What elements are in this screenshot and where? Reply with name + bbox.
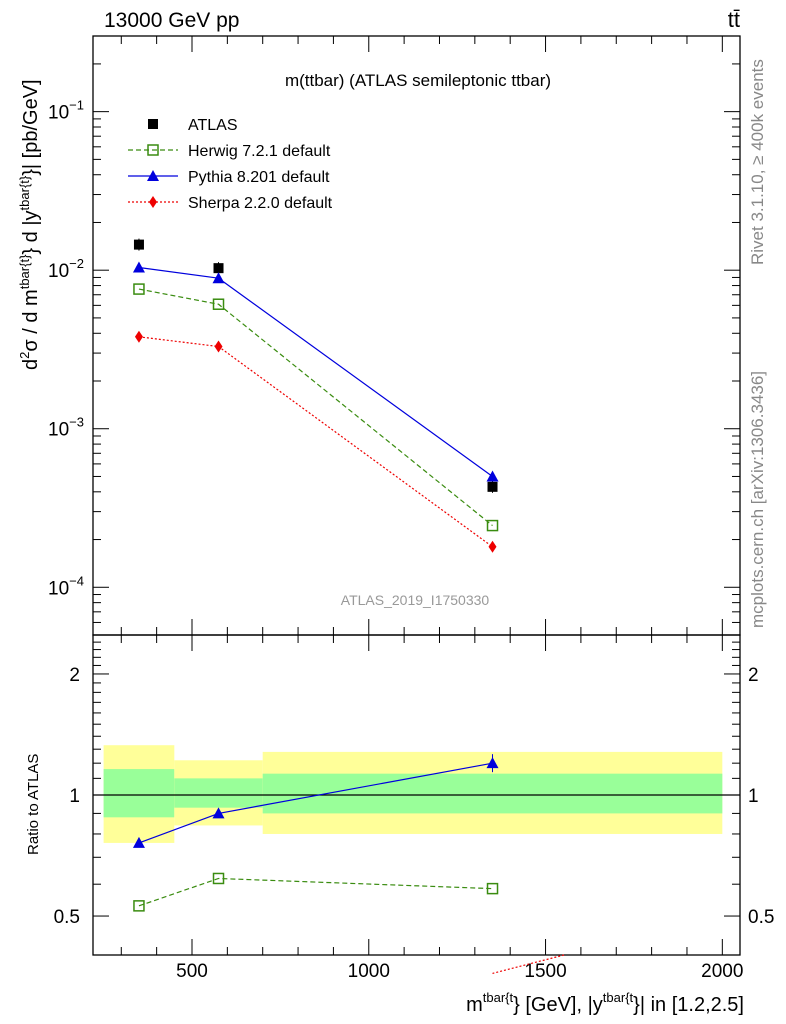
legend-marker-pythia bbox=[147, 170, 159, 181]
main-y-axis-label: d2σ / d mtbar{t}} d |ytbar{t}}| [pb/GeV] bbox=[17, 79, 42, 370]
pythia-point bbox=[132, 261, 145, 273]
chart-title: m(ttbar) (ATLAS semileptonic ttbar) bbox=[285, 71, 551, 90]
legend-marker-herwig bbox=[147, 144, 159, 156]
sherpa-series-line bbox=[138, 336, 493, 548]
pythia-point bbox=[486, 470, 499, 482]
legend-marker-atlas bbox=[148, 119, 158, 129]
herwig-ratio-point bbox=[486, 882, 499, 895]
plot-marks bbox=[132, 238, 565, 974]
rivet-version-label: Rivet 3.1.10, ≥ 400k events bbox=[748, 59, 767, 265]
y-tick-label: 10−2 bbox=[48, 256, 84, 282]
x-tick-label: 1500 bbox=[524, 961, 566, 982]
atlas-point bbox=[133, 239, 144, 250]
analysis-id: ATLAS_2019_I1750330 bbox=[341, 592, 490, 608]
x-axis-label: mtbar{t} [GeV], |ytbar{t}| in [1.2,2.5] bbox=[466, 990, 744, 1016]
y-tick-label: 10−1 bbox=[48, 98, 84, 124]
sherpa-point bbox=[214, 340, 223, 353]
pythia-ratio-point bbox=[212, 807, 225, 819]
legend: ATLAS Herwig 7.2.1 default Pythia 8.201 de… bbox=[128, 117, 333, 212]
ratio-y-tick-label-right: 2 bbox=[748, 665, 759, 686]
atlas-point bbox=[213, 263, 224, 274]
herwig-point bbox=[212, 298, 225, 310]
ratio-y-tick-label-right: 1 bbox=[748, 786, 759, 807]
x-tick-label: 2000 bbox=[701, 961, 743, 982]
pythia-point bbox=[212, 272, 225, 284]
ratio-panel bbox=[92, 634, 741, 956]
pythia-ratio-point bbox=[132, 836, 145, 848]
legend-label-herwig: Herwig 7.2.1 default bbox=[188, 143, 331, 160]
herwig-ratio-line bbox=[138, 877, 493, 907]
pythia-series-line bbox=[138, 266, 493, 477]
ratio-y-tick-label: 2 bbox=[69, 665, 80, 686]
sherpa-point bbox=[488, 540, 497, 553]
y-tick-label: 10−3 bbox=[48, 415, 84, 441]
sherpa-point bbox=[134, 330, 143, 343]
ratio-y-tick-label: 0.5 bbox=[54, 907, 80, 928]
axis-ticks: 500 1000 1500 2000 10−1 10−2 10−3 10−4 2 2 1 1 0.5 0.… bbox=[48, 36, 774, 982]
process-label: tt̄ bbox=[728, 7, 740, 32]
x-tick-label: 1000 bbox=[348, 961, 390, 982]
herwig-point bbox=[486, 519, 499, 532]
ratio-y-tick-label: 1 bbox=[69, 786, 80, 807]
x-tick-label: 500 bbox=[176, 961, 208, 982]
uncertainty-band-inner-0 bbox=[103, 769, 175, 818]
herwig-point bbox=[133, 283, 145, 295]
herwig-ratio-point bbox=[133, 900, 145, 912]
legend-marker-sherpa bbox=[149, 196, 157, 208]
energy-label: 13000 GeV pp bbox=[104, 9, 239, 32]
source-label: mcplots.cern.ch [arXiv:1306.3436] bbox=[748, 371, 767, 628]
legend-label-atlas: ATLAS bbox=[188, 117, 238, 134]
ratio-y-tick-label-right: 0.5 bbox=[748, 907, 774, 928]
ratio-y-axis-label: Ratio to ATLAS bbox=[25, 754, 42, 855]
sherpa-ratio-line bbox=[492, 954, 565, 974]
legend-label-pythia: Pythia 8.201 default bbox=[188, 169, 330, 186]
herwig-series-line bbox=[138, 288, 493, 527]
atlas-point bbox=[487, 481, 498, 492]
uncertainty-band-inner-2 bbox=[262, 773, 723, 814]
herwig-ratio-point bbox=[212, 872, 225, 885]
legend-label-sherpa: Sherpa 2.2.0 default bbox=[188, 195, 333, 212]
uncertainty-band-inner-1 bbox=[174, 778, 263, 808]
y-tick-label: 10−4 bbox=[48, 573, 84, 599]
